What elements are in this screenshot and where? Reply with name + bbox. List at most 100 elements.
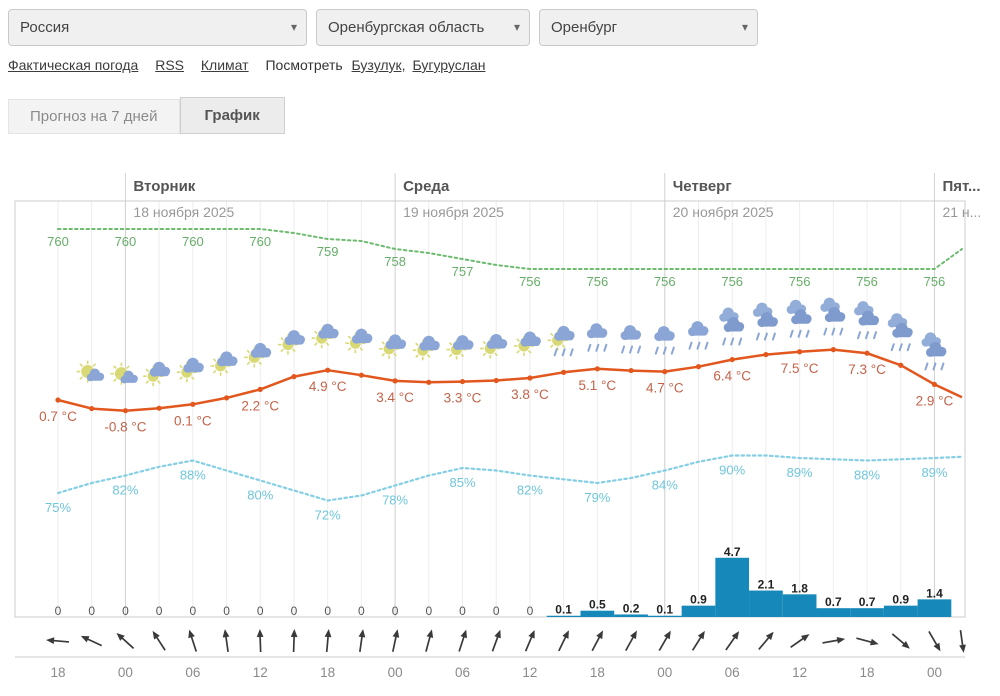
wind-arrow [188,629,198,652]
pressure-label: 756 [519,274,541,289]
pressure-label: 757 [452,264,474,279]
day-name: Четверг [673,178,732,195]
wind-arrow [391,629,400,652]
temperature-point [156,405,162,411]
region-select[interactable]: Оренбургская область [316,9,530,46]
weather-icon-cloud-rain [586,323,608,352]
temperature-point [190,401,196,407]
x-axis-label: 06 [455,665,470,680]
temperature-label: 5.1 °C [579,378,617,393]
weather-icon-clouds-rain [820,297,846,336]
day-name: Среда [403,178,450,195]
precipitation-label: 0 [527,604,534,618]
precipitation-label: 0 [425,604,432,618]
precipitation-label: 1.4 [926,586,943,600]
weather-icon-cloud-sun [277,330,305,355]
tab-forecast-7-days[interactable]: Прогноз на 7 дней [8,99,180,134]
temperature-point [797,349,803,355]
country-select-wrap: Россия ▾ [8,9,307,46]
temperature-point [864,350,870,356]
buzuluk-link[interactable]: Бузулук, [351,57,406,73]
climate-link[interactable]: Климат [200,57,249,73]
pressure-label: 756 [721,274,743,289]
precipitation-label: 0 [223,604,230,618]
x-axis-label: 06 [725,665,740,680]
precipitation-bar [782,594,817,617]
x-axis-label: 06 [185,665,200,680]
chart-border [14,200,966,618]
temperature-point [561,369,567,375]
pressure-label: 756 [789,274,811,289]
wind-arrow [290,629,298,653]
weather-icon-cloud-rain [654,326,675,355]
weather-chart: Вторник 18 ноября 2025 Среда 19 ноября 2025… [14,173,981,680]
temperature-label: 7.3 °C [848,362,886,377]
temperature-label: 3.8 °C [511,387,549,402]
temperature-point [257,386,263,392]
wind-arrow [691,630,705,651]
temperature-point [459,378,466,385]
temperature-point [662,369,668,375]
temperature-label: 2.2 °C [241,398,279,413]
humidity-label: 82% [517,483,543,498]
temperature-point [223,395,230,401]
temperature-label: 6.4 °C [713,369,751,384]
temperature-line [57,348,963,412]
precipitation-bar [681,605,716,617]
weather-icon-cloud-sun [311,323,339,349]
temperature-point [594,366,600,372]
rss-link[interactable]: RSS [155,57,185,73]
x-axis-label: 12 [792,665,807,680]
temperature-point [392,378,398,384]
humidity-label: 79% [584,490,610,505]
day-name: Пят... [942,178,980,195]
links-row: Фактическая погода RSS Климат Посмотреть… [8,57,1000,77]
pressure-label: 758 [384,254,406,269]
city-select[interactable]: Оренбург [539,9,758,46]
precipitation-label: 0 [493,604,500,618]
temperature-point [291,374,297,380]
weather-icon-cloud-sun [513,331,541,357]
weather-icon-cloud-sun [143,361,171,387]
pressure-label: 760 [249,234,271,249]
wind-arrow [790,634,810,649]
pressure-label: 760 [47,234,69,249]
country-select[interactable]: Россия [8,9,307,46]
weather-icon-clouds-rain [752,302,778,341]
humidity-label: 88% [854,468,880,483]
tab-graph[interactable]: График [179,97,285,134]
precipitation-label: 0 [257,604,264,618]
actual-weather-link[interactable]: Фактическая погода [8,57,139,73]
wind-arrow [856,637,879,646]
precipitation-bar [749,590,783,617]
x-axis-label: 12 [253,665,268,680]
temperature-point [898,362,904,368]
x-axis-label: 00 [118,665,133,680]
precipitation-bar [816,608,851,617]
humidity-label: 89% [787,465,813,480]
weather-icon-clouds-rain [854,301,880,340]
precipitation-bar [614,614,648,617]
temperature-label: 7.5 °C [781,361,819,376]
weather-icon-sun-cloud [76,360,105,383]
precipitation-label: 0 [55,604,62,618]
weather-icon-cloud-sun [446,335,474,360]
wind-arrow [558,630,569,652]
wind-arrow [891,633,910,649]
temperature-label: 0.7 °C [39,409,77,424]
region-select-wrap: Оренбургская область ▾ [316,9,530,46]
pressure-label: 760 [182,234,204,249]
see-also-label: Посмотреть [265,57,343,73]
buguruslan-link[interactable]: Бугуруслан [412,57,486,73]
pressure-label: 760 [115,234,137,249]
weather-icon-cloud-sun-rain [547,325,575,357]
precipitation-bar [647,615,682,617]
precipitation-label: 0.7 [859,595,876,609]
wind-arrow [458,629,467,652]
wind-arrow [425,629,434,652]
precipitation-bars [546,557,952,617]
temperature-point [426,379,432,385]
precipitation-label: 0 [459,604,466,618]
temperature-point [628,367,634,374]
x-axis-label: 18 [320,665,335,680]
